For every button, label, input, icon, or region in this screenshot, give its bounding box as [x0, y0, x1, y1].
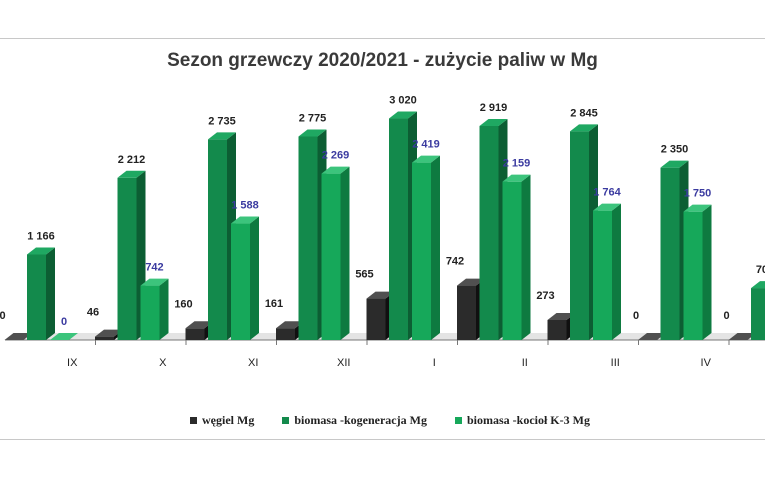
- legend: węgiel Mg biomasa -kogeneracja Mg biomas…: [190, 413, 590, 428]
- data-label-biomass-cogeneration: 1 166: [27, 230, 55, 242]
- data-label-biomass-cogeneration: 2 350: [661, 144, 689, 156]
- data-label-biomass-cogeneration: 2 845: [570, 107, 598, 119]
- x-tick-label: IX: [67, 357, 78, 369]
- bar-coal: [4, 333, 33, 340]
- x-tick-label: III: [611, 357, 620, 369]
- data-label-biomass-boiler: 0: [61, 316, 67, 328]
- x-tick-label: IV: [701, 357, 712, 369]
- chart-title: Sezon grzewczy 2020/2021 - zużycie paliw…: [167, 50, 598, 71]
- bar-coal: [638, 333, 666, 340]
- bar-biomass-boiler: [140, 278, 169, 340]
- data-label-biomass-boiler: 2 159: [503, 158, 531, 170]
- legend-swatch-coal: [190, 417, 197, 424]
- bar-biomass-boiler: [593, 203, 621, 340]
- data-label-biomass-boiler: 1 750: [684, 188, 712, 200]
- bar-coal: [728, 333, 757, 340]
- data-label-biomass-boiler: 1 588: [231, 200, 259, 212]
- data-label-coal: 742: [446, 256, 464, 268]
- data-label-coal: 0: [723, 310, 729, 322]
- data-label-biomass-boiler: 1 764: [593, 187, 621, 199]
- x-tick-label: XII: [337, 357, 350, 369]
- legend-item-coal: węgiel Mg: [190, 413, 254, 428]
- x-tick-label: X: [159, 357, 167, 369]
- legend-swatch-biomass-boiler: [454, 417, 462, 424]
- data-label-coal: 273: [536, 290, 554, 302]
- legend-label-coal: węgiel Mg: [202, 413, 255, 427]
- legend-item-biomass-cogeneration: biomasa -kogeneracja Mg: [282, 413, 427, 428]
- x-tick-label: I: [433, 357, 436, 369]
- bar-biomass-boiler: [683, 204, 712, 340]
- chart-frame: [0, 38, 765, 440]
- data-label-coal: 161: [265, 298, 283, 310]
- data-label-biomass-cogeneration: 2 735: [208, 115, 236, 127]
- legend-label-biomass-boiler: biomasa -kocioł K-3 Mg: [466, 413, 590, 427]
- bar-biomass-boiler: [502, 174, 531, 340]
- data-label-biomass-boiler: 2 269: [322, 150, 350, 162]
- x-tick-label: XI: [248, 357, 258, 369]
- legend-swatch-biomass-cogeneration: [282, 417, 290, 424]
- data-label-biomass-cogeneration: 2 775: [299, 113, 327, 125]
- data-label-biomass-cogeneration: 2 919: [480, 102, 508, 114]
- bar-biomass-boiler: [321, 166, 350, 340]
- data-label-biomass-cogeneration: 708: [756, 264, 765, 276]
- bar-biomass-boiler: [231, 216, 259, 340]
- data-label-biomass-boiler: 2 419: [412, 139, 440, 151]
- data-label-biomass-cogeneration: 2 212: [118, 154, 146, 166]
- x-tick-label: II: [522, 357, 528, 369]
- bar-biomass-cogeneration: [751, 281, 765, 340]
- data-label-coal: 46: [87, 307, 99, 319]
- data-label-coal: 565: [355, 269, 373, 281]
- bar-biomass-cogeneration: [660, 160, 689, 340]
- bar-biomass-cogeneration: [27, 247, 55, 340]
- legend-item-biomass-boiler: biomasa -kocioł K-3 Mg: [454, 413, 590, 428]
- data-label-coal: 0: [633, 310, 639, 322]
- bar-biomass-boiler: [50, 333, 78, 340]
- data-label-biomass-cogeneration: 3 020: [389, 95, 417, 107]
- legend-label-biomass-cogeneration: biomasa -kogeneracja Mg: [294, 413, 427, 427]
- data-label-coal: 0: [0, 310, 6, 322]
- data-label-biomass-boiler: 742: [145, 262, 163, 274]
- data-label-coal: 160: [174, 298, 192, 310]
- bar-biomass-boiler: [412, 155, 440, 340]
